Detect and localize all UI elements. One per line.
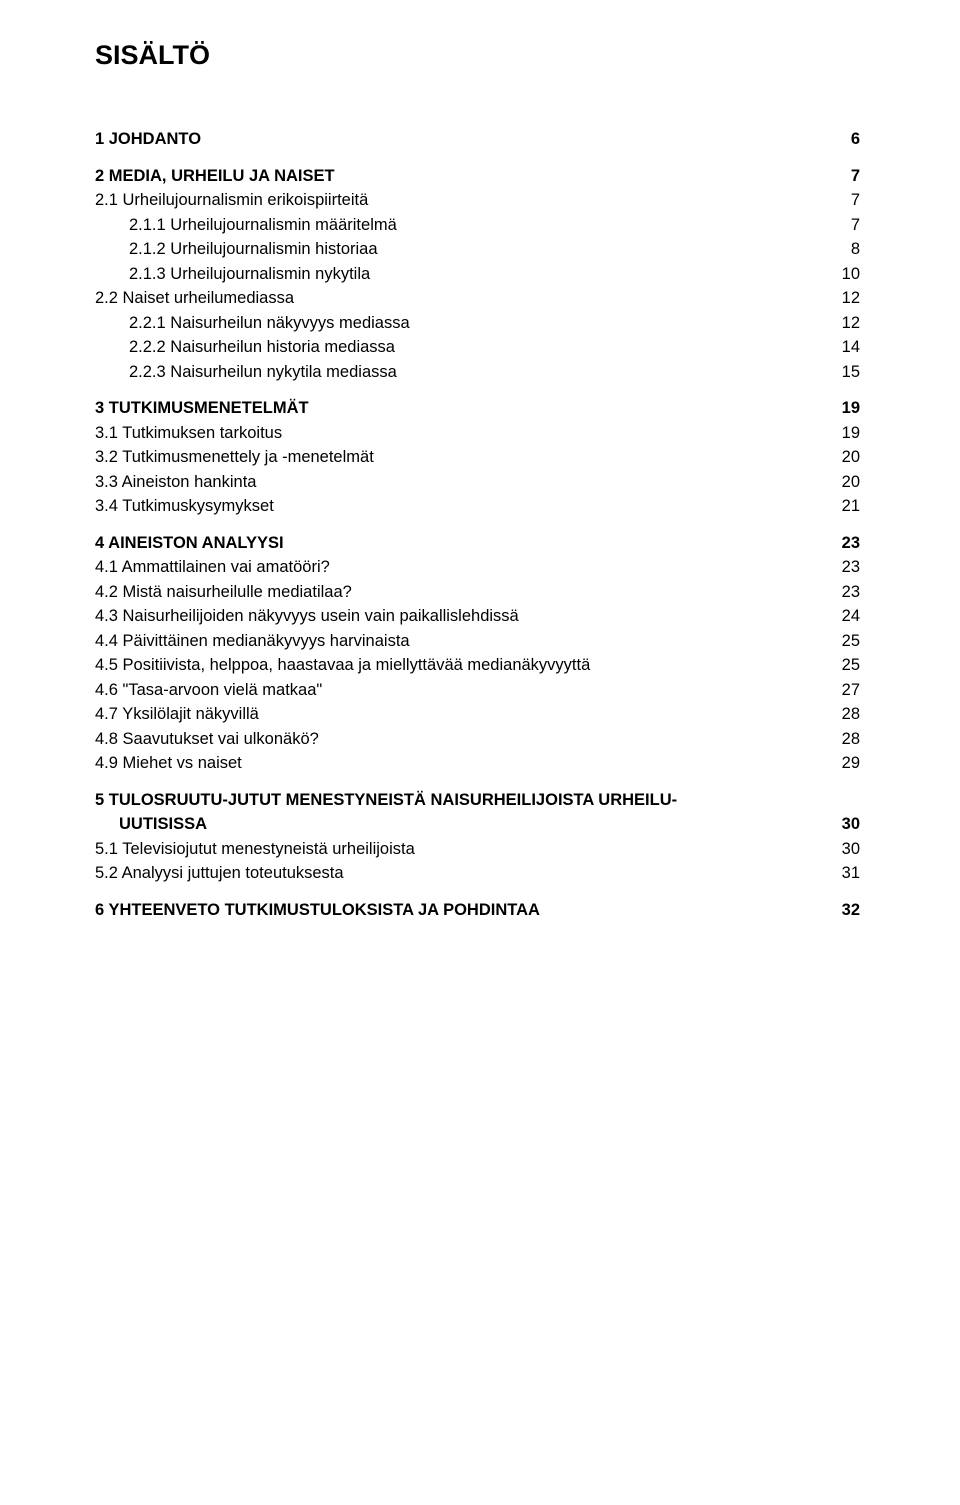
toc-entry-label: 2.2.1 Naisurheilun näkyvyys mediassa [129,315,430,332]
toc-entry-page: 12 [834,315,860,332]
toc-entry: 1 JOHDANTO 6 [95,131,860,148]
toc-entry: 4.1 Ammattilainen vai amatööri? 23 [95,559,860,576]
toc-entry-page: 7 [834,192,860,209]
toc-heading: SISÄLTÖ [95,40,860,71]
toc-entry-page: 19 [834,425,860,442]
toc-entry-label: 5.1 Televisiojutut menestyneistä urheili… [95,841,435,858]
toc-entry: 5.1 Televisiojutut menestyneistä urheili… [95,841,860,858]
toc-entry-page: 23 [834,559,860,576]
toc-entry-label: 2.1.1 Urheilujournalismin määritelmä [129,217,417,234]
toc-entry-page: 29 [834,755,860,772]
toc-entry-label: 4.7 Yksilölajit näkyvillä [95,706,279,723]
toc-entry: 4.6 "Tasa-arvoon vielä matkaa" 27 [95,682,860,699]
toc-entry-label: 3.4 Tutkimuskysymykset [95,498,294,515]
toc-entry-page: 21 [834,498,860,515]
toc-entry-page: 15 [834,364,860,381]
toc-entry-page: 7 [834,168,860,185]
toc-entry: 4.5 Positiivista, helppoa, haastavaa ja … [95,657,860,674]
toc-entry-page: 7 [834,217,860,234]
toc-entry-label: 4 AINEISTON ANALYYSI [95,535,304,552]
toc-entry-page: 25 [834,657,860,674]
toc-entry: 5 TULOSRUUTU-JUTUT MENESTYNEISTÄ NAISURH… [95,792,860,809]
toc-entry-label: 4.6 "Tasa-arvoon vielä matkaa" [95,682,342,699]
toc-entry-label: 6 YHTEENVETO TUTKIMUSTULOKSISTA JA POHDI… [95,902,560,919]
toc-entry-page: 30 [834,816,860,833]
toc-entry-page: 23 [834,584,860,601]
toc-entry-page: 30 [834,841,860,858]
toc-entry-label: 2.2 Naiset urheilumediassa [95,290,314,307]
toc-entry-page: 25 [834,633,860,650]
toc-entry-page: 20 [834,449,860,466]
toc-entry: 2.2.2 Naisurheilun historia mediassa 14 [129,339,860,356]
toc-entry: 3.2 Tutkimusmenettely ja -menetelmät 20 [95,449,860,466]
toc-entry: 6 YHTEENVETO TUTKIMUSTULOKSISTA JA POHDI… [95,902,860,919]
toc-entry-page: 31 [834,865,860,882]
toc-entry-label: 5 TULOSRUUTU-JUTUT MENESTYNEISTÄ NAISURH… [95,792,697,809]
toc-list: 1 JOHDANTO62 MEDIA, URHEILU JA NAISET72.… [95,131,860,918]
toc-entry-page: 12 [834,290,860,307]
toc-entry: 2.2 Naiset urheilumediassa 12 [95,290,860,307]
toc-entry-label: 2.1.2 Urheilujournalismin historiaa [129,241,398,258]
toc-entry-page: 28 [834,731,860,748]
toc-entry-page: 23 [834,535,860,552]
toc-entry-label: 2.2.2 Naisurheilun historia mediassa [129,339,415,356]
toc-entry: 2 MEDIA, URHEILU JA NAISET 7 [95,168,860,185]
toc-entry: 4.8 Saavutukset vai ulkonäkö? 28 [95,731,860,748]
toc-entry: 5.2 Analyysi juttujen toteutuksesta 31 [95,865,860,882]
toc-entry: 4.3 Naisurheilijoiden näkyvyys usein vai… [95,608,860,625]
toc-entry-label: 2.2.3 Naisurheilun nykytila mediassa [129,364,417,381]
toc-entry-page: 28 [834,706,860,723]
toc-entry-page: 20 [834,474,860,491]
toc-entry-page: 6 [834,131,860,148]
toc-entry-label: 4.9 Miehet vs naiset [95,755,262,772]
toc-entry: 2.2.1 Naisurheilun näkyvyys mediassa 12 [129,315,860,332]
toc-entry-label: 2.1 Urheilujournalismin erikoispiirteitä [95,192,388,209]
toc-entry-page: 27 [834,682,860,699]
toc-entry: 4.2 Mistä naisurheilulle mediatilaa? 23 [95,584,860,601]
toc-entry-label: 4.1 Ammattilainen vai amatööri? [95,559,350,576]
toc-entry-label: 5.2 Analyysi juttujen toteutuksesta [95,865,364,882]
toc-entry-page: 14 [834,339,860,356]
toc-entry-label: 4.4 Päivittäinen medianäkyvyys harvinais… [95,633,430,650]
toc-entry: 3.3 Aineiston hankinta 20 [95,474,860,491]
toc-entry-label: 1 JOHDANTO [95,131,221,148]
toc-entry-label: 4.5 Positiivista, helppoa, haastavaa ja … [95,657,610,674]
toc-entry-label: 4.3 Naisurheilijoiden näkyvyys usein vai… [95,608,539,625]
toc-entry: 2.2.3 Naisurheilun nykytila mediassa 15 [129,364,860,381]
toc-entry: 3.4 Tutkimuskysymykset 21 [95,498,860,515]
toc-entry: 4.9 Miehet vs naiset 29 [95,755,860,772]
toc-entry-label: 4.8 Saavutukset vai ulkonäkö? [95,731,339,748]
toc-entry: 2.1.2 Urheilujournalismin historiaa 8 [129,241,860,258]
toc-entry-continuation: UUTISISSA 30 [95,816,860,833]
toc-entry-label: 2 MEDIA, URHEILU JA NAISET [95,168,355,185]
toc-entry-page: 8 [834,241,860,258]
toc-entry-page: 24 [834,608,860,625]
toc-entry-label: 4.2 Mistä naisurheilulle mediatilaa? [95,584,372,601]
toc-entry-page: 19 [834,400,860,417]
toc-entry-label: 3 TUTKIMUSMENETELMÄT [95,400,329,417]
toc-entry-page: 10 [834,266,860,283]
toc-entry: 3 TUTKIMUSMENETELMÄT 19 [95,400,860,417]
toc-entry: 4.4 Päivittäinen medianäkyvyys harvinais… [95,633,860,650]
toc-entry-label: 3.1 Tutkimuksen tarkoitus [95,425,302,442]
toc-entry-label: 2.1.3 Urheilujournalismin nykytila [129,266,390,283]
toc-entry-label: UUTISISSA [95,816,227,833]
toc-entry-page: 32 [834,902,860,919]
toc-entry: 4 AINEISTON ANALYYSI 23 [95,535,860,552]
page: SISÄLTÖ 1 JOHDANTO 6 2 MEDIA, URHEILU JA N… [0,0,960,1505]
toc-entry: 3.1 Tutkimuksen tarkoitus 19 [95,425,860,442]
toc-entry-label: 3.3 Aineiston hankinta [95,474,276,491]
toc-entry: 4.7 Yksilölajit näkyvillä 28 [95,706,860,723]
toc-entry-label: 3.2 Tutkimusmenettely ja -menetelmät [95,449,394,466]
toc-entry: 2.1 Urheilujournalismin erikoispiirteitä… [95,192,860,209]
toc-entry: 2.1.1 Urheilujournalismin määritelmä 7 [129,217,860,234]
toc-entry: 2.1.3 Urheilujournalismin nykytila 10 [129,266,860,283]
